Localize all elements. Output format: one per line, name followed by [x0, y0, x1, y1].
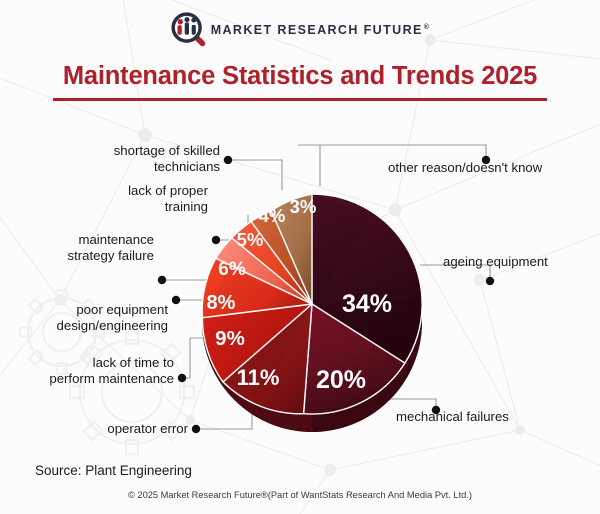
callout-mechanical-failures: mechanical failures [396, 409, 509, 424]
brand-logo-wordmark: MARKET RESEARCH FUTURE [210, 23, 423, 37]
leader-dot-lack-of-time [177, 373, 187, 383]
callout-operator-error: operator error [107, 421, 188, 436]
pie-slices [201, 193, 423, 415]
pie-value-6: 6% [218, 259, 246, 280]
callout-other-reason-doesnt-know: other reason/doesn't know [388, 160, 543, 175]
pie-value-20: 20% [316, 366, 366, 394]
page-title: Maintenance Statistics and Trends 2025 [62, 62, 538, 90]
leader-dot-ageing-equipment [485, 276, 495, 286]
leader-dot-maintenance-strategy-failure [157, 275, 167, 285]
copyright-notice: © 2025 Market Research Future®(Part of W… [127, 490, 473, 500]
leader-dot-other-reason [481, 155, 491, 165]
pie-value-3: 3% [290, 196, 317, 217]
leader-dot-shortage-of-skilled-technicians [223, 155, 233, 165]
source-attribution: Source: Plant Engineering [35, 463, 192, 478]
pie-value-5: 5% [237, 229, 264, 250]
leader-dot-poor-equipment-design [171, 295, 181, 305]
pie-value-11: 11% [237, 365, 280, 390]
brand-logo-text: MARKET RESEARCH FUTURE® [211, 23, 431, 37]
callout-lack-of-time-to-perform-maintenance: lack of time to perform maintenance [49, 355, 174, 386]
magnifier-bar-chart-icon [171, 12, 205, 47]
pie-value-labels: 34% 20% 11% 9% 8% 6% 5% 4% 3% [207, 196, 392, 394]
leader-dot-operator-error [191, 424, 201, 434]
callout-shortage-of-skilled-technicians: shortage of skilled technicians [113, 143, 220, 174]
pie-value-4: 4% [259, 205, 286, 226]
pie-value-9: 9% [215, 327, 245, 350]
leader-dot-lack-of-proper-training [211, 235, 221, 245]
leader-dots [157, 155, 495, 434]
brand-logo: MARKET RESEARCH FUTURE® [0, 8, 600, 52]
title-block: Maintenance Statistics and Trends 2025 [0, 62, 600, 101]
pie-facet-shading [222, 194, 418, 400]
leader-dot-mechanical-failures [431, 405, 441, 415]
callout-ageing-equipment: ageing equipment [443, 254, 548, 269]
pie-slice-operator-error [222, 303, 313, 415]
registered-trademark-mark: ® [423, 23, 431, 31]
pie-value-34: 34% [342, 290, 392, 318]
pie-value-8: 8% [207, 292, 236, 314]
pie-slice-mechanical-failures [302, 303, 406, 415]
pie-slice-other-reason [270, 193, 313, 305]
title-underline-rule [53, 98, 547, 101]
callout-lack-of-proper-training: lack of proper training [128, 183, 208, 214]
callout-poor-equipment-design: poor equipment design/engineering [56, 302, 168, 333]
callout-maintenance-strategy-failure: maintenance strategy failure [67, 232, 155, 263]
